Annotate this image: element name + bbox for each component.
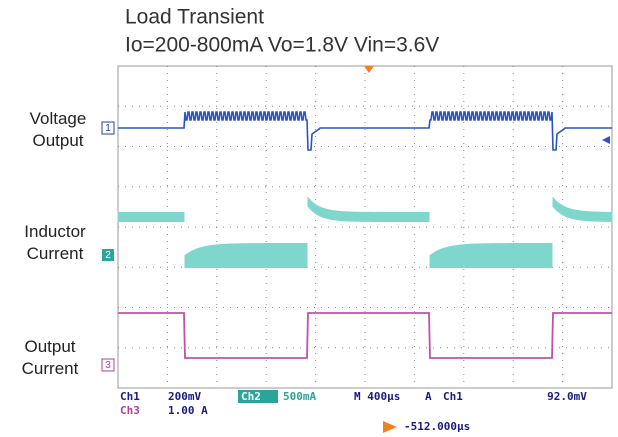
status-text: A <box>425 390 432 403</box>
status-text: 200mV <box>168 390 201 403</box>
status-text: 1.00 A <box>168 404 208 417</box>
title: Load Transient <box>125 6 264 29</box>
status-text: M 400µs <box>354 390 400 403</box>
status-text: 92.0mV <box>547 390 587 403</box>
channel-marker: 1 <box>105 123 111 134</box>
status-text: Ch3 <box>120 404 140 417</box>
status-text: Ch1 <box>443 390 463 403</box>
trigger-icon <box>383 421 397 433</box>
scope-screenshot: Load Transient Io=200-800mA Vo=1.8V Vin=… <box>0 0 618 437</box>
status-text: Ch2 <box>241 390 261 403</box>
status-text: 500mA <box>283 390 316 403</box>
channel-marker: 3 <box>105 360 111 371</box>
subtitle: Io=200-800mA Vo=1.8V Vin=3.6V <box>125 34 439 57</box>
channel-marker: 2 <box>105 250 111 261</box>
status-text: -512.000µs <box>404 420 470 433</box>
status-text: Ch1 <box>120 390 140 403</box>
